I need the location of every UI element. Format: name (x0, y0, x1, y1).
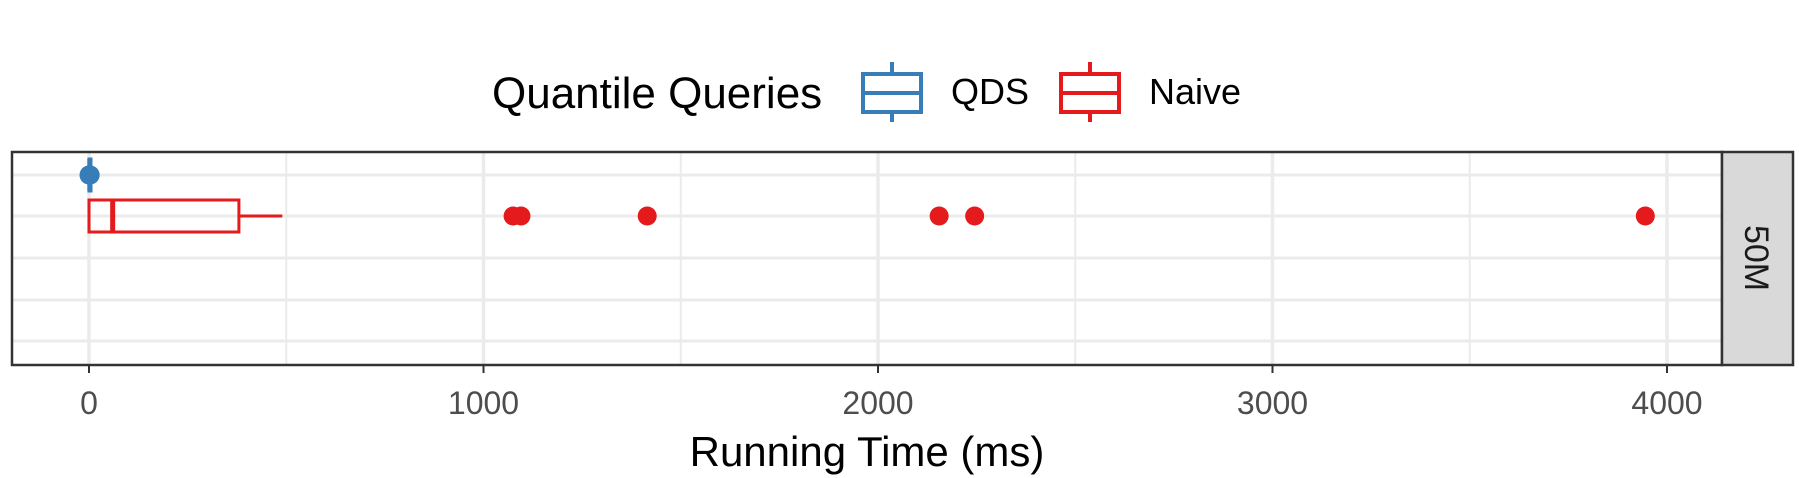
grid-lines (12, 152, 1722, 365)
outlier-point (929, 206, 949, 226)
facet-strip-background (1720, 150, 1795, 367)
legend-key-naive (1059, 62, 1121, 122)
boxplot-naive (87, 198, 1655, 234)
x-tick-label: 4000 (1631, 385, 1702, 421)
outlier-point (965, 206, 985, 226)
outlier-point (637, 206, 657, 226)
outlier-point (511, 206, 531, 226)
x-tick-label: 3000 (1237, 385, 1308, 421)
boxplots (79, 157, 1655, 234)
facet-strip: 50M (1720, 150, 1795, 367)
facet-label: 50M (1737, 225, 1775, 291)
outlier-point (1635, 206, 1655, 226)
x-tick-label: 2000 (842, 385, 913, 421)
x-axis-title: Running Time (ms) (690, 428, 1045, 475)
plot-panel (10, 150, 1724, 367)
outlier-point (80, 165, 100, 185)
legend-label-naive: Naive (1149, 71, 1241, 112)
legend-title: Quantile Queries (492, 69, 822, 118)
legend-label-qds: QDS (951, 71, 1029, 112)
x-axis: 0 1000 2000 3000 4000 (80, 365, 1703, 421)
legend: Quantile Queries QDS Naive (492, 62, 1241, 122)
x-tick-label: 0 (80, 385, 98, 421)
box (87, 198, 241, 234)
boxplot-qds (79, 157, 100, 193)
legend-key-qds (861, 62, 923, 122)
x-tick-label: 1000 (448, 385, 519, 421)
